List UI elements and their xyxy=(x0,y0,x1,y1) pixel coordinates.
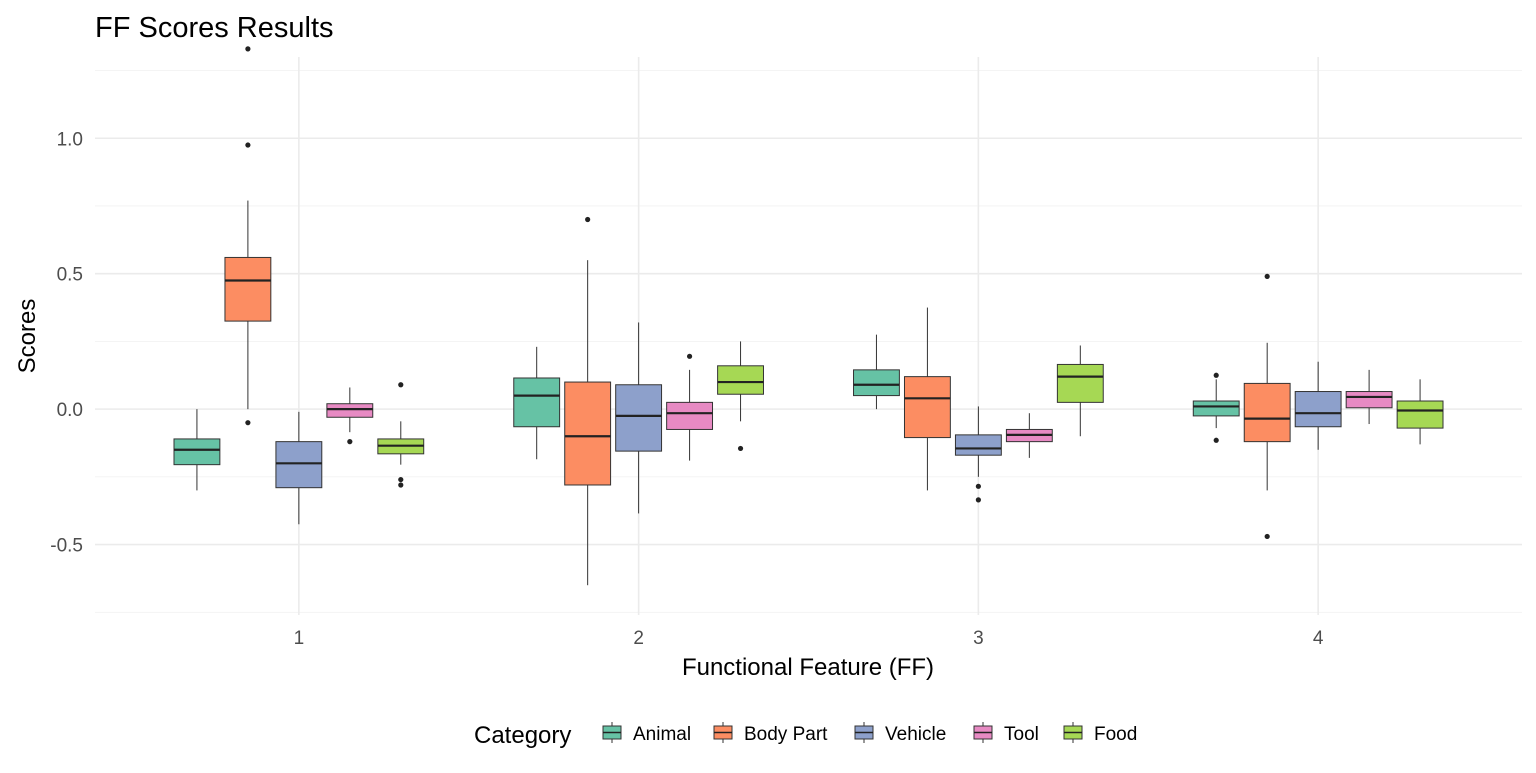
outlier-point xyxy=(1264,273,1270,280)
x-tick-label: 3 xyxy=(973,628,984,649)
box-body xyxy=(513,377,561,428)
x-tick-label: 2 xyxy=(633,628,644,649)
y-tick-label: -0.5 xyxy=(50,536,83,557)
box-body-part xyxy=(224,46,272,426)
box-body-part xyxy=(1243,273,1291,540)
outlier-point xyxy=(686,353,693,359)
box-body xyxy=(1243,382,1291,443)
outlier-point xyxy=(1213,437,1219,443)
box-food xyxy=(377,382,425,488)
box-body xyxy=(1294,391,1342,428)
y-axis-title: Scores xyxy=(14,299,41,374)
outlier-point xyxy=(1264,533,1270,540)
box-tool xyxy=(1345,369,1393,425)
outlier-point xyxy=(398,482,404,488)
legend-title: Category xyxy=(474,722,571,749)
box-tool xyxy=(326,387,374,445)
box-food xyxy=(717,341,764,452)
legend-label: Vehicle xyxy=(885,724,946,745)
legend-item-food: Food xyxy=(1063,722,1137,745)
x-tick-label: 1 xyxy=(294,628,305,649)
y-tick-labels: -0.5 0.0 0.5 1.0 xyxy=(50,129,83,556)
outlier-point xyxy=(737,445,744,452)
box-body xyxy=(903,376,951,439)
box-food xyxy=(1396,379,1444,445)
box-series xyxy=(173,46,1444,586)
legend-item-vehicle: Vehicle xyxy=(854,722,946,745)
box-tool xyxy=(666,353,714,461)
box-vehicle xyxy=(1294,361,1342,450)
outlier-point xyxy=(245,420,251,426)
legend-item-animal: Animal xyxy=(602,722,691,745)
grid-lines xyxy=(95,57,1522,615)
legend-item-body-part: Body Part xyxy=(713,722,828,745)
box-food xyxy=(1056,345,1104,437)
box-body xyxy=(1056,363,1104,403)
box-body xyxy=(1396,400,1444,429)
x-axis-title: Functional Feature (FF) xyxy=(682,654,934,681)
outlier-point xyxy=(585,216,591,223)
box-animal xyxy=(1192,372,1240,443)
outlier-point xyxy=(347,439,353,445)
box-vehicle xyxy=(615,322,663,514)
box-vehicle xyxy=(954,406,1002,503)
legend: Category Animal Body Part Vehicle Tool Food xyxy=(474,722,1137,749)
legend-label: Animal xyxy=(633,724,691,745)
outlier-point xyxy=(245,46,251,52)
x-tick-labels: 1 2 3 4 xyxy=(294,628,1324,649)
box-body xyxy=(224,256,272,322)
legend-label: Food xyxy=(1094,724,1137,745)
legend-item-tool: Tool xyxy=(973,722,1039,745)
box-animal xyxy=(853,334,900,410)
outlier-point xyxy=(398,382,404,388)
chart-title: FF Scores Results xyxy=(95,12,334,44)
box-vehicle xyxy=(275,411,323,525)
box-animal xyxy=(513,346,561,460)
legend-label: Tool xyxy=(1004,724,1039,745)
box-body-part xyxy=(903,307,951,491)
box-body xyxy=(1345,391,1393,409)
outlier-point xyxy=(245,142,251,148)
box-body xyxy=(173,438,221,466)
box-body xyxy=(275,441,323,489)
box-body xyxy=(326,403,374,418)
x-tick-label: 4 xyxy=(1313,628,1324,649)
outlier-point xyxy=(975,497,981,503)
box-animal xyxy=(173,409,221,491)
outlier-point xyxy=(398,476,404,483)
y-tick-label: 1.0 xyxy=(57,129,83,150)
outlier-point xyxy=(1213,372,1219,378)
box-body xyxy=(717,365,764,395)
box-tool xyxy=(1005,413,1053,458)
box-body xyxy=(564,381,612,486)
box-body xyxy=(1192,400,1240,417)
box-body xyxy=(666,401,714,430)
box-body xyxy=(954,434,1002,456)
outlier-point xyxy=(975,483,981,489)
y-tick-label: 0.0 xyxy=(57,400,83,421)
box-body-part xyxy=(564,216,612,586)
y-tick-label: 0.5 xyxy=(57,265,83,286)
box-body xyxy=(853,369,900,397)
legend-label: Body Part xyxy=(744,724,828,745)
box-body xyxy=(615,384,663,452)
